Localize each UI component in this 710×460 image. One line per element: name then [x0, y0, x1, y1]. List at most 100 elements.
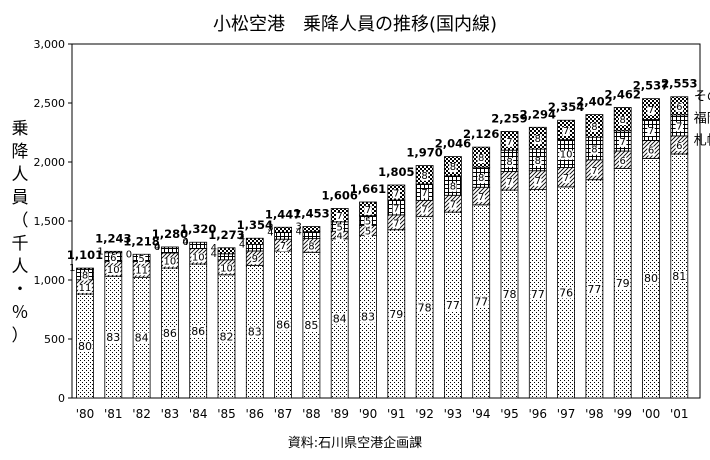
segment-pct-label-bg — [303, 320, 319, 332]
segment-pct-label-bg — [477, 193, 485, 203]
x-tick-label: '90 — [359, 407, 378, 421]
y-axis-label-char-7: ・ — [11, 280, 29, 300]
bar-total-label: 1,218 — [123, 234, 159, 248]
segment-pct-label: 7 — [535, 176, 541, 187]
segment-pct-label: 81 — [672, 270, 686, 283]
segment-pct-label: 7 — [676, 121, 682, 132]
bar-segment-grid — [189, 241, 208, 249]
segment-pct-label: 8 — [450, 162, 456, 173]
segment-pct-label-bg — [675, 141, 683, 151]
segment-pct-label-bg — [251, 255, 259, 265]
x-tick-label: '95 — [500, 407, 519, 421]
segment-pct-label: 7 — [393, 203, 399, 214]
y-tick-label: 1,500 — [34, 215, 66, 228]
bar-segment-checker — [76, 267, 94, 270]
segment-pct-label-bg — [219, 264, 234, 274]
segment-pct-label: 5 — [365, 226, 371, 237]
segment-pct-label-bg — [336, 223, 344, 233]
segment-pct-label-bg — [675, 102, 683, 112]
segment-pct-label: 79 — [389, 308, 403, 321]
segment-pct-label-bg — [671, 270, 687, 282]
segment-pct-label: 4 — [267, 227, 273, 238]
x-tick-label: '80 — [76, 407, 95, 421]
segment-pct-label: 77 — [446, 299, 460, 312]
segment-pct-label: 8 — [421, 171, 427, 182]
x-tick-label: '92 — [415, 407, 434, 421]
y-tick-label: 500 — [44, 333, 65, 346]
segment-pct-label-bg — [81, 271, 89, 281]
bar-segment-grid — [274, 231, 293, 240]
segment-pct-label: 85 — [304, 319, 318, 332]
segment-pct-label-bg — [109, 254, 117, 264]
segment-pct-label-bg — [336, 212, 344, 222]
bar-total-label: 1,661 — [350, 182, 386, 196]
segment-pct-label: 5 — [365, 217, 371, 228]
segment-pct-label-bg — [190, 326, 206, 338]
x-tick-label: '96 — [529, 407, 548, 421]
bar-segment-grid — [160, 246, 179, 254]
y-axis-label: 乗降人員（千人・％） — [10, 118, 30, 348]
x-tick-label: '93 — [444, 407, 463, 421]
segment-pct-label-bg — [505, 157, 514, 167]
segment-pct-label: 8 — [535, 156, 541, 167]
segment-pct-label: 6 — [648, 145, 654, 156]
segment-pct-label-bg — [619, 156, 627, 166]
bar-total-label: 1,320 — [180, 222, 216, 236]
x-tick-label: '97 — [557, 407, 576, 421]
segment-pct-label: 3 — [267, 222, 273, 233]
segment-pct-label: 0 — [126, 249, 132, 260]
segment-pct-label: 8 — [308, 241, 314, 252]
segment-pct-label: 7 — [393, 218, 399, 229]
segment-pct-label: 5 — [337, 223, 343, 234]
y-tick-label: 3,000 — [34, 38, 66, 51]
bar-total-label: 1,101 — [67, 248, 103, 262]
segment-pct-label-bg — [505, 137, 514, 147]
segment-pct-label: 8 — [506, 157, 512, 168]
segment-pct-label: 6 — [110, 253, 116, 264]
segment-pct-label-bg — [534, 177, 542, 187]
x-tick-label: '83 — [161, 407, 180, 421]
segment-pct-label: 79 — [616, 277, 630, 290]
segment-pct-label: 7 — [393, 189, 399, 200]
y-axis-label-char-5: 千 — [11, 234, 29, 254]
segment-pct-label: 86 — [191, 325, 205, 338]
segment-pct-label: 86 — [163, 327, 177, 340]
segment-pct-label: 4 — [296, 227, 302, 238]
x-tick-label: '91 — [387, 407, 406, 421]
segment-pct-label: 10 — [220, 263, 233, 274]
y-axis-label-char-1: 降 — [11, 142, 29, 162]
segment-pct-label-bg — [364, 217, 372, 227]
bar-total-label: 1,606 — [322, 188, 358, 202]
source-note: 資料:石川県空港企画課 — [287, 436, 423, 451]
segment-pct-label-bg — [477, 154, 485, 164]
segment-pct-label-bg — [647, 106, 655, 116]
segment-pct-label: 84 — [135, 332, 149, 345]
segment-pct-label-bg — [163, 257, 177, 267]
segment-pct-label-bg — [162, 328, 178, 340]
segment-pct-label: 4 — [239, 240, 245, 251]
segment-pct-label: 1 — [69, 263, 75, 274]
y-axis-label-char-6: 人 — [11, 257, 29, 277]
segment-pct-label-bg — [420, 171, 429, 181]
segment-pct-label: 6 — [620, 156, 626, 167]
segment-pct-label-bg — [279, 242, 287, 252]
segment-pct-label-bg — [502, 289, 517, 301]
bar-total-label: 1,970 — [406, 146, 442, 160]
segment-pct-label-bg — [615, 278, 631, 290]
segment-pct-label-bg — [449, 182, 457, 192]
segment-pct-label: 4 — [211, 243, 217, 254]
x-tick-label: '86 — [246, 407, 265, 421]
bar-total-label: 1,453 — [293, 207, 329, 221]
segment-pct-label-bg — [364, 227, 372, 237]
segment-pct-label: 78 — [503, 288, 517, 301]
bar-total-label: 2,402 — [576, 95, 612, 109]
x-tick-label: '89 — [330, 407, 349, 421]
segment-pct-label: 5 — [138, 254, 144, 265]
bar-segment-grid — [302, 231, 321, 239]
segment-pct-label: 4 — [154, 242, 160, 253]
segment-pct-label-bg — [445, 300, 461, 312]
segment-pct-label: 7 — [591, 166, 597, 177]
segment-pct-label: 7 — [478, 192, 484, 203]
segment-pct-label: 4 — [182, 237, 188, 248]
x-tick-label: '88 — [302, 407, 321, 421]
